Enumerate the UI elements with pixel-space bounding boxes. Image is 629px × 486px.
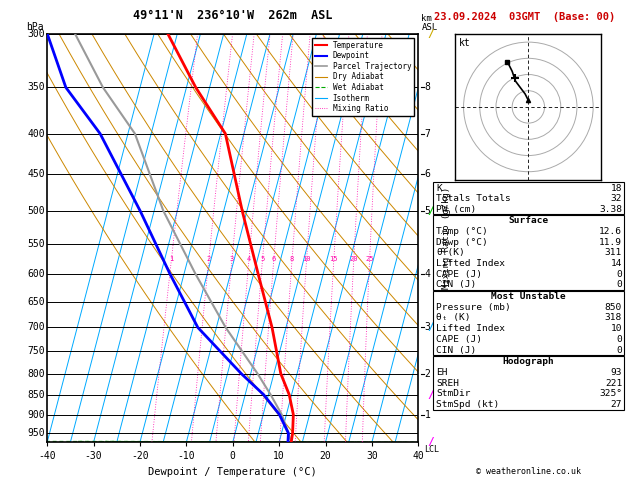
- Text: 0: 0: [616, 280, 622, 290]
- Text: kt: kt: [459, 38, 470, 49]
- Text: 3: 3: [425, 323, 430, 332]
- Text: 550: 550: [28, 239, 45, 249]
- Text: 93: 93: [611, 368, 622, 377]
- Text: /: /: [428, 390, 434, 400]
- Text: 25: 25: [365, 256, 374, 262]
- Text: 850: 850: [605, 303, 622, 312]
- Text: hPa: hPa: [26, 21, 44, 32]
- Text: 8: 8: [290, 256, 294, 262]
- Text: CAPE (J): CAPE (J): [436, 335, 482, 344]
- Text: km
ASL: km ASL: [421, 14, 438, 32]
- Text: 8: 8: [425, 83, 430, 92]
- Text: 10: 10: [302, 256, 311, 262]
- Text: 4: 4: [425, 269, 430, 279]
- Text: 1: 1: [425, 410, 430, 419]
- Text: 0: 0: [616, 270, 622, 279]
- Text: 3: 3: [230, 256, 234, 262]
- Text: CIN (J): CIN (J): [436, 280, 476, 290]
- Text: 950: 950: [28, 428, 45, 438]
- Text: 4: 4: [247, 256, 251, 262]
- Text: Hodograph: Hodograph: [503, 357, 554, 366]
- Text: Pressure (mb): Pressure (mb): [436, 303, 511, 312]
- Text: Lifted Index: Lifted Index: [436, 324, 505, 333]
- Text: /: /: [428, 206, 434, 216]
- Text: 32: 32: [611, 194, 622, 204]
- Text: K: K: [436, 184, 442, 193]
- Text: StmDir: StmDir: [436, 389, 470, 399]
- Text: 0: 0: [616, 346, 622, 355]
- Text: /: /: [428, 437, 434, 447]
- Text: 400: 400: [28, 129, 45, 139]
- Text: © weatheronline.co.uk: © weatheronline.co.uk: [476, 467, 581, 476]
- Text: 11.9: 11.9: [599, 238, 622, 247]
- Text: Lifted Index: Lifted Index: [436, 259, 505, 268]
- Text: 6: 6: [425, 170, 430, 179]
- Text: 6: 6: [272, 256, 276, 262]
- Text: StmSpd (kt): StmSpd (kt): [436, 400, 499, 409]
- Text: 14: 14: [611, 259, 622, 268]
- Text: Dewp (°C): Dewp (°C): [436, 238, 487, 247]
- Text: /: /: [428, 29, 434, 39]
- Text: 0: 0: [616, 335, 622, 344]
- Text: 18: 18: [611, 184, 622, 193]
- Text: 500: 500: [28, 206, 45, 216]
- Text: 900: 900: [28, 410, 45, 419]
- Text: CAPE (J): CAPE (J): [436, 270, 482, 279]
- Text: EH: EH: [436, 368, 447, 377]
- Text: SREH: SREH: [436, 379, 459, 388]
- Text: θₜ (K): θₜ (K): [436, 313, 470, 323]
- Text: 800: 800: [28, 369, 45, 379]
- Text: LCL: LCL: [425, 445, 440, 454]
- Text: 325°: 325°: [599, 389, 622, 399]
- Text: Mixing Ratio (g/kg): Mixing Ratio (g/kg): [442, 187, 451, 289]
- Text: Most Unstable: Most Unstable: [491, 292, 565, 301]
- Text: 23.09.2024  03GMT  (Base: 00): 23.09.2024 03GMT (Base: 00): [434, 12, 615, 22]
- Text: 20: 20: [349, 256, 358, 262]
- Text: 600: 600: [28, 269, 45, 279]
- Text: 7: 7: [425, 129, 430, 139]
- Text: 450: 450: [28, 170, 45, 179]
- Text: 3.38: 3.38: [599, 205, 622, 214]
- Text: PW (cm): PW (cm): [436, 205, 476, 214]
- Text: 2: 2: [425, 369, 430, 379]
- Text: 49°11'N  236°10'W  262m  ASL: 49°11'N 236°10'W 262m ASL: [133, 9, 333, 22]
- Text: 27: 27: [611, 400, 622, 409]
- X-axis label: Dewpoint / Temperature (°C): Dewpoint / Temperature (°C): [148, 467, 317, 477]
- Text: 12.6: 12.6: [599, 227, 622, 236]
- Text: CIN (J): CIN (J): [436, 346, 476, 355]
- Text: 700: 700: [28, 323, 45, 332]
- Text: 15: 15: [330, 256, 338, 262]
- Text: 1: 1: [169, 256, 173, 262]
- Text: 318: 318: [605, 313, 622, 323]
- Text: 2: 2: [206, 256, 211, 262]
- Text: Surface: Surface: [508, 216, 548, 226]
- Text: 650: 650: [28, 297, 45, 307]
- Text: 750: 750: [28, 347, 45, 356]
- Text: 850: 850: [28, 390, 45, 400]
- Text: 221: 221: [605, 379, 622, 388]
- Text: 5: 5: [425, 206, 430, 216]
- Text: 350: 350: [28, 83, 45, 92]
- Text: 300: 300: [28, 29, 45, 39]
- Text: θₜ(K): θₜ(K): [436, 248, 465, 258]
- Text: Totals Totals: Totals Totals: [436, 194, 511, 204]
- Text: Temp (°C): Temp (°C): [436, 227, 487, 236]
- Text: 5: 5: [260, 256, 264, 262]
- Text: 10: 10: [611, 324, 622, 333]
- Legend: Temperature, Dewpoint, Parcel Trajectory, Dry Adiabat, Wet Adiabat, Isotherm, Mi: Temperature, Dewpoint, Parcel Trajectory…: [312, 38, 415, 116]
- Text: 311: 311: [605, 248, 622, 258]
- Text: /: /: [428, 323, 434, 332]
